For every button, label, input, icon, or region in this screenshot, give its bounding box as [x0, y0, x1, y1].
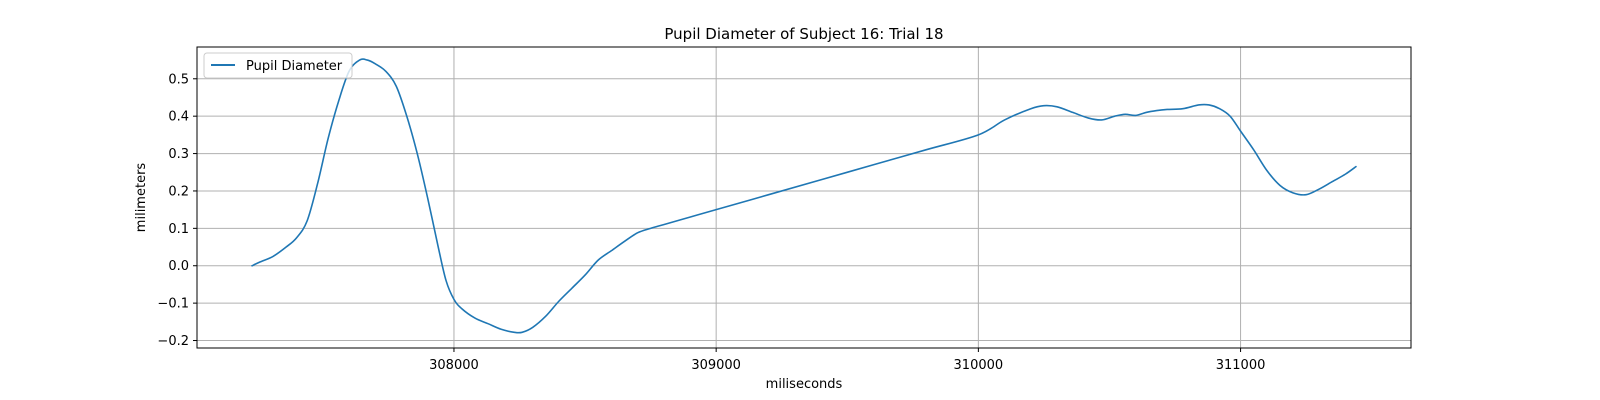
series-line-pupil-diameter	[251, 58, 1357, 334]
x-tick-label: 309000	[691, 358, 741, 373]
x-axis-label: miliseconds	[766, 377, 843, 392]
x-tick-label: 308000	[429, 358, 479, 373]
y-tick-label: 0.2	[168, 184, 189, 199]
y-tick-label: 0.0	[168, 259, 189, 274]
series-layer	[251, 58, 1357, 334]
y-tick-label: −0.1	[157, 297, 189, 312]
x-tick-label: 311000	[1216, 358, 1266, 373]
y-tick-label: 0.4	[168, 110, 189, 125]
grid-lines	[197, 47, 1411, 348]
y-tick-label: 0.1	[168, 222, 189, 237]
y-tick-label: −0.2	[157, 334, 189, 349]
legend-box	[203, 52, 353, 79]
plot-frame	[196, 46, 1412, 349]
y-tick-label: 0.5	[168, 72, 189, 87]
legend: Pupil Diameter	[203, 52, 353, 79]
x-tick-label: 310000	[954, 358, 1004, 373]
chart-title: Pupil Diameter of Subject 16: Trial 18	[664, 25, 943, 43]
y-axis-label: milimeters	[134, 163, 149, 233]
axis-ticks: 308000 309000 310000 311000 −0.2 −0.1 0.0 0.1 0.…	[157, 72, 1265, 373]
y-tick-label: 0.3	[168, 147, 189, 162]
legend-label-pupil-diameter: Pupil Diameter	[246, 59, 343, 74]
